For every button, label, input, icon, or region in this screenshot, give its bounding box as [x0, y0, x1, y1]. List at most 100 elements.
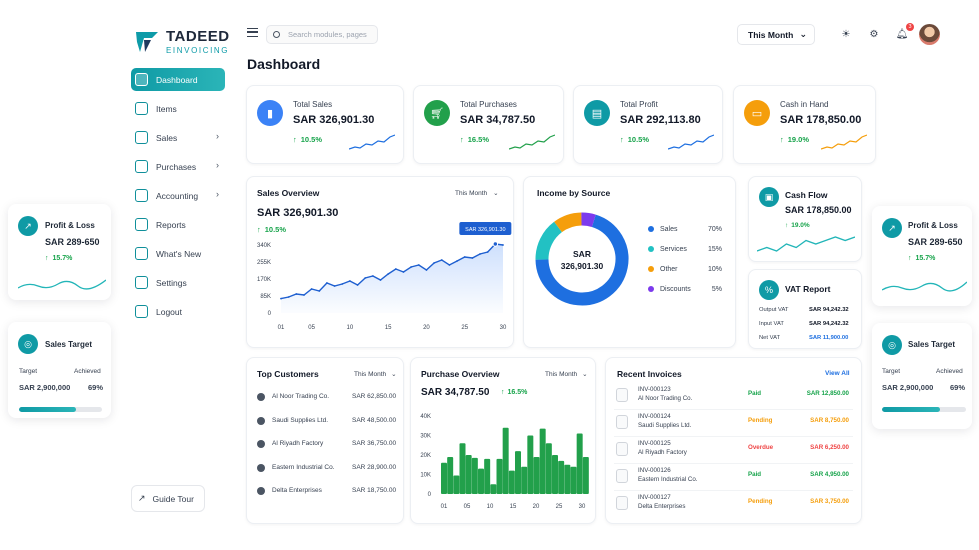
sales-point — [379, 279, 382, 281]
invoice-amount: SAR 4,950.00 — [810, 471, 849, 478]
invoice-id[interactable]: INV-000123 — [638, 386, 671, 393]
purchase-bar[interactable] — [441, 462, 447, 494]
donut-slice-other[interactable] — [554, 212, 582, 233]
bell-icon[interactable]: 🔔︎ — [895, 28, 909, 40]
donut-slice-discounts[interactable] — [581, 212, 596, 228]
purchase-overview-card: Purchase Overview This Month ⌄ SAR 34,787… — [410, 357, 596, 524]
theme-toggle-icon[interactable]: ☀ — [841, 28, 851, 40]
stat-delta-value: 10.5% — [300, 135, 323, 144]
customer-name[interactable]: Delta Enterprises — [272, 487, 322, 494]
sidebar-item-items[interactable]: Items — [131, 97, 225, 120]
purchase-period-select[interactable]: This Month ⌄ — [545, 371, 588, 378]
y-tick-label: 170K — [257, 277, 271, 283]
donut-slice-services[interactable] — [535, 221, 563, 260]
purchase-bar[interactable] — [533, 456, 540, 494]
customer-icon — [257, 487, 265, 495]
purchase-bar[interactable] — [465, 455, 472, 494]
invoice-id[interactable]: INV-000124 — [638, 413, 671, 420]
purchase-bar[interactable] — [558, 460, 565, 494]
highlight-point[interactable] — [492, 241, 499, 247]
purchase-bar[interactable] — [582, 456, 589, 494]
stat-delta-value: 19.0% — [787, 135, 810, 144]
sidebar-item-settings[interactable]: Settings — [131, 271, 225, 294]
invoice-id[interactable]: INV-000125 — [638, 440, 671, 447]
donut-slice-sales[interactable] — [535, 214, 629, 306]
brand-name: TADEED — [166, 28, 230, 45]
period-select[interactable]: This Month ⌄ — [737, 24, 815, 45]
stat-delta-value: 16.5% — [467, 135, 490, 144]
customer-name[interactable]: Eastern Industrial Co. — [272, 463, 335, 471]
guide-tour-button[interactable]: ↗ Guide Tour — [131, 485, 205, 512]
logout-icon — [135, 305, 148, 318]
cart-icon: 🛒︎ — [424, 100, 450, 126]
brand-logo[interactable]: TADEED EINVOICING — [134, 28, 230, 55]
menu-icon[interactable] — [247, 28, 258, 37]
purchase-bar[interactable] — [564, 464, 571, 494]
purchase-bar[interactable] — [478, 468, 484, 494]
purchase-bar[interactable] — [545, 443, 552, 494]
customer-name[interactable]: Al Noor Trading Co. — [272, 393, 330, 400]
purchase-bar[interactable] — [459, 443, 466, 494]
view-all-link[interactable]: View All — [825, 370, 850, 377]
y-tick-label: 10K — [420, 473, 431, 479]
sidebar-item-accounting[interactable]: Accounting › — [131, 184, 225, 207]
purchase-bar[interactable] — [502, 427, 509, 494]
income-by-source-card: Income by Source SAR 326,901.30 — [523, 176, 736, 348]
customer-name[interactable]: Saudi Supplies Ltd. — [272, 416, 329, 424]
invoice-id[interactable]: INV-000127 — [638, 494, 671, 501]
purchase-bar[interactable] — [570, 466, 577, 494]
invoice-amount: SAR 6,250.00 — [810, 444, 849, 451]
stat-card-total-purchases[interactable]: 🛒︎ Total Purchases SAR 34,787.50 ↑ 16.5% — [413, 85, 564, 164]
purchase-bar[interactable] — [515, 451, 521, 494]
sales-overview-title: Sales Overview — [257, 188, 320, 198]
purchase-bar[interactable] — [447, 456, 454, 494]
sidebar-item-sales[interactable]: Sales › — [131, 126, 225, 149]
box-icon — [135, 102, 148, 115]
arrow-up-icon: ↑ — [908, 255, 912, 262]
page-title: Dashboard — [247, 56, 321, 72]
customer-name[interactable]: Al Riyadh Factory — [272, 440, 324, 447]
profit-loss-value: SAR 289-650 — [45, 237, 100, 247]
purchase-bar[interactable] — [490, 484, 497, 494]
purchase-bar[interactable] — [508, 470, 515, 494]
sales-target-floating-card-right: ◎ Sales Target Target Achieved SAR 2,900… — [872, 323, 972, 429]
sidebar-item-reports[interactable]: Reports — [131, 213, 225, 236]
target-label: Target — [19, 368, 38, 375]
purchase-bar[interactable] — [539, 428, 546, 494]
arrow-up-icon: ↑ — [501, 389, 505, 396]
invoice-status: Paid — [748, 390, 762, 397]
invoice-id[interactable]: INV-000126 — [638, 467, 671, 474]
purchase-bar[interactable] — [521, 466, 528, 494]
sidebar-item-logout[interactable]: Logout — [131, 300, 225, 323]
row-divider — [614, 490, 853, 491]
target-icon: ◎ — [18, 334, 38, 354]
stat-card-total-profit[interactable]: ▤ Total Profit SAR 292,113.80 ↑ 10.5% — [573, 85, 723, 164]
sales-period-select[interactable]: This Month ⌄ — [455, 190, 499, 197]
purchase-bar[interactable] — [496, 458, 503, 494]
stat-card-total-sales[interactable]: ▮ Total Sales SAR 326,901.30 ↑ 10.5% — [246, 85, 404, 164]
sidebar-item-purchases[interactable]: Purchases › — [131, 155, 225, 178]
purchase-bar[interactable] — [471, 457, 478, 494]
purchase-bar[interactable] — [453, 475, 460, 494]
profit-loss-title: Profit & Loss — [908, 221, 958, 230]
sales-point — [333, 285, 336, 287]
settings-icon[interactable]: ⚙ — [869, 28, 879, 40]
sales-point — [486, 251, 489, 253]
purchase-bar[interactable] — [552, 455, 558, 494]
customers-period-select[interactable]: This Month ⌄ — [354, 371, 397, 378]
sidebar-item-dashboard[interactable]: Dashboard — [131, 68, 225, 91]
profit-loss-delta: ↑ 15.7% — [45, 255, 73, 262]
sales-point — [341, 283, 344, 285]
stat-card-cash-in-hand[interactable]: ▭ Cash in Hand SAR 178,850.00 ↑ 19.0% — [733, 85, 876, 164]
purchase-bar[interactable] — [527, 435, 534, 495]
arrow-diagonal-icon: ↗ — [138, 493, 146, 503]
purchase-bar[interactable] — [576, 433, 583, 494]
profit-loss-sparkline — [882, 281, 967, 292]
avatar[interactable] — [919, 24, 940, 45]
search-input[interactable]: Search modules, pages — [266, 25, 378, 44]
chevron-right-icon: › — [216, 189, 219, 199]
top-customers-title: Top Customers — [257, 369, 319, 379]
invoice-amount: SAR 8,750.00 — [810, 417, 849, 424]
purchase-bar[interactable] — [484, 458, 491, 494]
sidebar-item-what-s-new[interactable]: What's New — [131, 242, 225, 265]
